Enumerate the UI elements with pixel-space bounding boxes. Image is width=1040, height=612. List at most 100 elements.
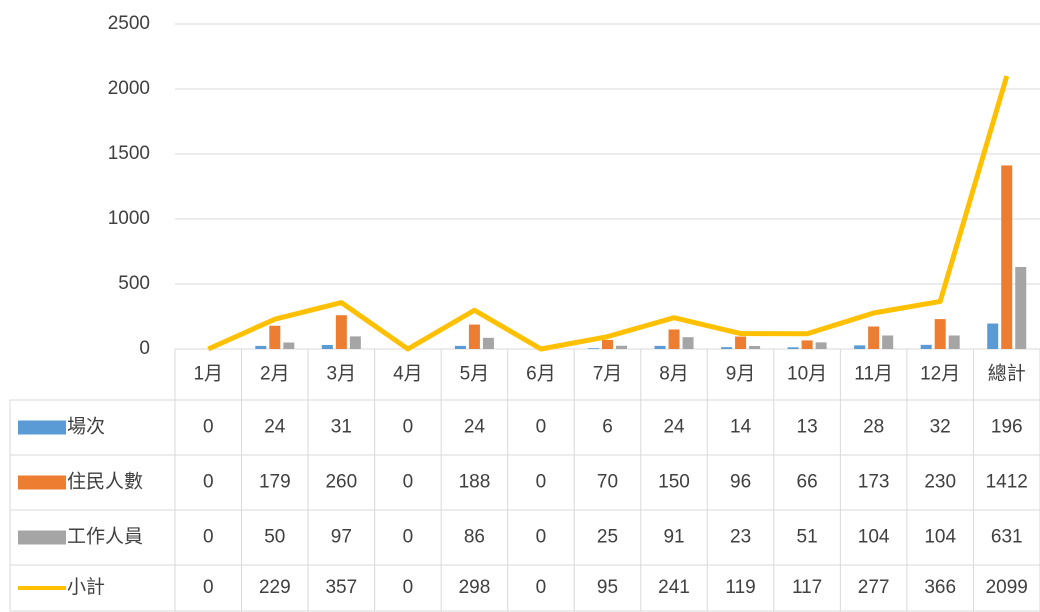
table-cell: 117 [792, 577, 822, 598]
bar [787, 347, 799, 349]
table-cell: 14 [730, 417, 752, 438]
x-tick-label: 10月 [787, 364, 827, 385]
table-cell: 0 [203, 527, 214, 548]
bar [920, 344, 932, 349]
bar [255, 345, 267, 349]
bar [987, 323, 999, 349]
table-cell: 0 [403, 527, 414, 548]
table-cell: 179 [259, 472, 291, 493]
y-tick-label: 1500 [108, 143, 150, 164]
table-cell: 229 [259, 577, 291, 598]
x-tick-label: 總計 [988, 363, 1026, 385]
table-cell: 277 [858, 577, 890, 598]
legend-label: 工作人員 [67, 526, 143, 548]
bar [815, 342, 827, 349]
table-cell: 24 [464, 417, 486, 438]
x-tick-label: 5月 [460, 364, 490, 385]
y-tick-label: 2000 [108, 78, 150, 99]
x-tick-label: 1月 [193, 364, 223, 385]
bar [588, 348, 599, 349]
bar [468, 324, 480, 349]
bar [801, 340, 813, 349]
table-cell: 2099 [986, 577, 1028, 598]
bar [1001, 165, 1013, 349]
table-cell: 150 [658, 472, 690, 493]
table-cell: 366 [924, 577, 956, 598]
table-cell: 24 [264, 417, 286, 438]
table-cell: 32 [930, 417, 951, 438]
x-tick-label: 6月 [526, 364, 556, 385]
x-tick-label: 8月 [659, 364, 689, 385]
bar [269, 325, 281, 349]
bar [454, 345, 466, 349]
table-cell: 188 [459, 472, 491, 493]
table-cell: 51 [797, 527, 818, 548]
x-tick-label: 2月 [260, 364, 290, 385]
bar [749, 346, 761, 349]
table-cell: 196 [991, 417, 1023, 438]
table-cell: 0 [403, 417, 414, 438]
table-cell: 6 [602, 417, 613, 438]
legend-key [18, 475, 66, 490]
x-tick-label: 12月 [920, 364, 960, 385]
y-tick-label: 1000 [108, 208, 150, 229]
bar [934, 319, 946, 349]
table-cell: 0 [536, 577, 547, 598]
bar [682, 337, 694, 349]
table-cell: 95 [597, 577, 618, 598]
line [207, 75, 1010, 352]
legend-key [18, 420, 66, 435]
table-cell: 0 [203, 417, 214, 438]
table-cell: 70 [597, 472, 618, 493]
bar [882, 335, 894, 349]
bar [335, 315, 347, 349]
bar [868, 326, 880, 349]
table-cell: 631 [991, 527, 1023, 548]
table-cell: 0 [203, 577, 214, 598]
x-tick-label: 11月 [854, 364, 893, 385]
table-cell: 260 [325, 472, 357, 493]
table-cell: 25 [597, 527, 618, 548]
bar [283, 342, 295, 349]
table-cell: 104 [924, 527, 956, 548]
table-cell: 96 [730, 472, 751, 493]
table-cell: 86 [464, 527, 485, 548]
table-cell: 0 [203, 472, 214, 493]
table-cell: 104 [858, 527, 890, 548]
table-cell: 298 [459, 577, 491, 598]
bar [349, 336, 361, 349]
bar [668, 329, 680, 349]
table-cell: 91 [663, 527, 684, 548]
bar [1015, 266, 1027, 349]
bar [482, 337, 494, 349]
legend-label: 小計 [67, 576, 105, 598]
table-cell: 230 [924, 472, 956, 493]
table-cell: 28 [863, 417, 884, 438]
table-cell: 119 [725, 577, 755, 598]
table-cell: 173 [858, 472, 890, 493]
table-cell: 50 [264, 527, 285, 548]
table-cell: 23 [730, 527, 751, 548]
table-cell: 24 [663, 417, 685, 438]
table-cell: 97 [331, 527, 352, 548]
table-cell: 1412 [986, 472, 1028, 493]
legend-label: 住民人數 [67, 471, 143, 493]
table-cell: 13 [797, 417, 818, 438]
x-tick-label: 3月 [327, 364, 357, 385]
bar [321, 344, 333, 349]
bar [602, 339, 613, 349]
bar [948, 335, 960, 349]
bar [854, 345, 866, 349]
x-tick-label: 9月 [726, 364, 756, 385]
table-cell: 0 [536, 472, 547, 493]
table-cell: 66 [797, 472, 818, 493]
y-tick-label: 2500 [108, 13, 150, 34]
bar [654, 345, 666, 349]
bar [735, 336, 747, 349]
table-cell: 0 [403, 577, 414, 598]
bar [721, 347, 733, 349]
x-tick-label: 4月 [393, 364, 423, 385]
table-cell: 0 [536, 417, 547, 438]
